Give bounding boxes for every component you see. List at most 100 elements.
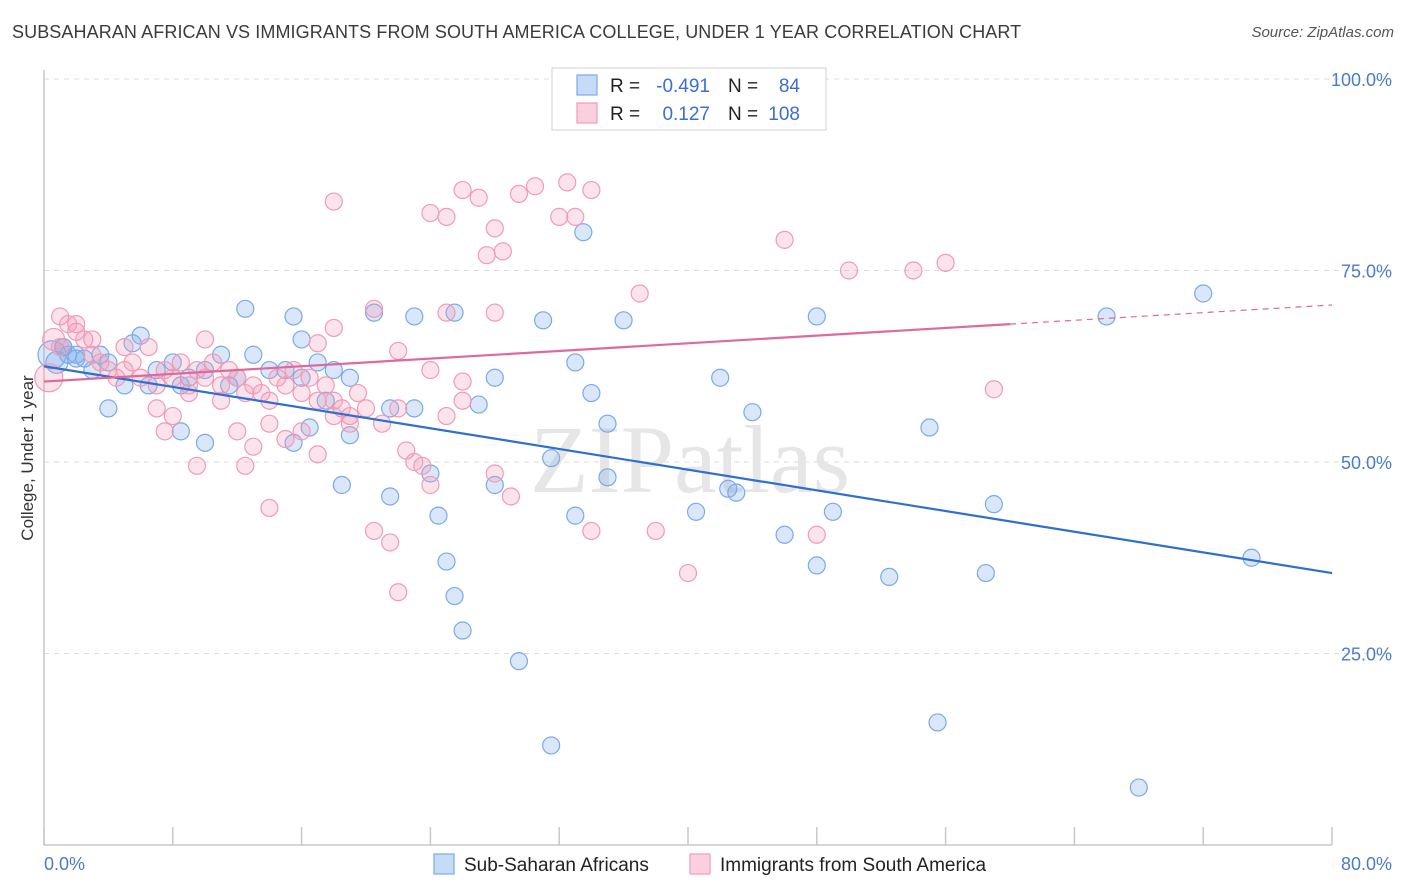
point-south-america <box>244 437 263 456</box>
point-sub-saharan <box>533 311 553 330</box>
point-south-america <box>340 414 359 433</box>
point-south-america <box>348 383 368 403</box>
point-south-america <box>356 399 376 418</box>
point-south-america <box>324 318 343 338</box>
point-south-america <box>453 391 472 410</box>
point-south-america <box>566 207 585 226</box>
point-south-america <box>936 253 955 272</box>
point-sub-saharan <box>429 506 448 525</box>
grid-lines <box>44 78 1392 654</box>
point-sub-saharan <box>99 399 118 418</box>
legend-r-value-1: 0.127 <box>662 104 710 125</box>
point-south-america <box>308 445 327 464</box>
point-south-america <box>485 303 504 322</box>
point-sub-saharan <box>928 713 947 732</box>
point-south-america <box>50 338 70 357</box>
point-south-america <box>984 380 1004 399</box>
point-south-america <box>453 180 472 200</box>
point-south-america <box>485 219 504 238</box>
legend-n-value-0: 84 <box>779 76 801 97</box>
point-south-america <box>839 261 859 280</box>
legend-r-value-0: -0.491 <box>656 76 710 97</box>
point-south-america <box>477 246 496 265</box>
point-south-america <box>437 207 456 226</box>
point-south-america <box>67 315 86 334</box>
point-sub-saharan <box>686 502 706 521</box>
point-sub-saharan <box>437 552 456 571</box>
point-south-america <box>364 521 384 541</box>
point-south-america <box>389 583 408 602</box>
point-sub-saharan <box>711 368 730 387</box>
point-south-america <box>525 177 545 196</box>
point-south-america <box>50 307 70 326</box>
point-south-america <box>904 261 923 280</box>
legend-n-value-1: 108 <box>768 104 800 125</box>
trend-line <box>43 323 1011 383</box>
point-sub-saharan <box>381 487 400 506</box>
point-sub-saharan <box>405 399 424 418</box>
point-sub-saharan <box>244 345 263 364</box>
point-south-america <box>171 353 190 372</box>
point-south-america <box>678 563 698 583</box>
point-south-america <box>389 341 408 361</box>
point-south-america <box>187 456 207 475</box>
point-south-america <box>485 464 504 483</box>
y-axis-label: College, Under 1 year <box>18 375 37 541</box>
point-sub-saharan <box>566 353 585 372</box>
point-south-america <box>83 330 102 349</box>
point-south-america <box>203 353 223 372</box>
point-sub-saharan <box>823 502 843 521</box>
bottom-legend-swatch-pink <box>689 853 711 875</box>
x-tick-label-min: 0.0% <box>44 854 85 874</box>
legend-swatch-pink <box>576 102 598 124</box>
point-south-america <box>276 429 295 449</box>
point-south-america <box>260 414 279 433</box>
point-sub-saharan <box>332 475 351 495</box>
point-south-america <box>284 360 303 380</box>
legend: R = -0.491 N = 84 R = 0.127 N = 108 <box>551 67 827 131</box>
legend-n-label-0: N = <box>728 76 758 97</box>
trend-line <box>43 365 1333 575</box>
point-south-america <box>34 363 64 393</box>
point-sub-saharan <box>485 368 504 387</box>
point-south-america <box>236 456 255 475</box>
y-tick-labels: 25.0% 50.0% 75.0% 100.0% <box>1331 70 1392 665</box>
point-sub-saharan <box>574 223 593 242</box>
point-sub-saharan <box>807 307 826 326</box>
point-south-america <box>260 498 279 518</box>
point-south-america <box>163 368 182 387</box>
point-sub-saharan <box>67 345 86 364</box>
bottom-legend-label-0: Sub-Saharan Africans <box>464 855 649 876</box>
chart-title: SUBSAHARAN AFRICAN VS IMMIGRANTS FROM SO… <box>12 22 1022 42</box>
legend-r-label-0: R = <box>610 76 640 97</box>
point-sub-saharan <box>807 556 826 575</box>
point-sub-saharan <box>171 422 190 441</box>
point-sub-saharan <box>445 586 464 606</box>
trend-lines <box>43 304 1333 575</box>
point-south-america <box>115 338 134 357</box>
point-south-america <box>550 207 569 226</box>
point-sub-saharan <box>195 433 215 452</box>
point-sub-saharan <box>509 652 529 671</box>
legend-swatch-blue <box>576 74 598 96</box>
chart-source: Source: ZipAtlas.com <box>1251 24 1394 41</box>
y-tick-label: 50.0% <box>1341 453 1392 473</box>
series-south-america-points <box>34 69 1004 602</box>
point-sub-saharan <box>984 495 1004 514</box>
point-south-america <box>324 192 343 211</box>
point-south-america <box>228 422 247 441</box>
point-south-america <box>558 173 577 192</box>
point-sub-saharan <box>775 525 794 544</box>
x-tick-label-max: 80.0% <box>1341 854 1392 874</box>
point-south-america <box>292 383 311 403</box>
point-south-america <box>509 184 529 203</box>
y-tick-label: 100.0% <box>1331 70 1392 90</box>
point-south-america <box>437 303 456 322</box>
point-sub-saharan <box>920 418 939 437</box>
point-sub-saharan <box>727 483 746 502</box>
point-sub-saharan <box>469 395 488 414</box>
point-sub-saharan <box>1129 778 1148 797</box>
point-south-america <box>493 242 512 261</box>
point-south-america <box>381 533 400 552</box>
point-sub-saharan <box>292 330 311 349</box>
